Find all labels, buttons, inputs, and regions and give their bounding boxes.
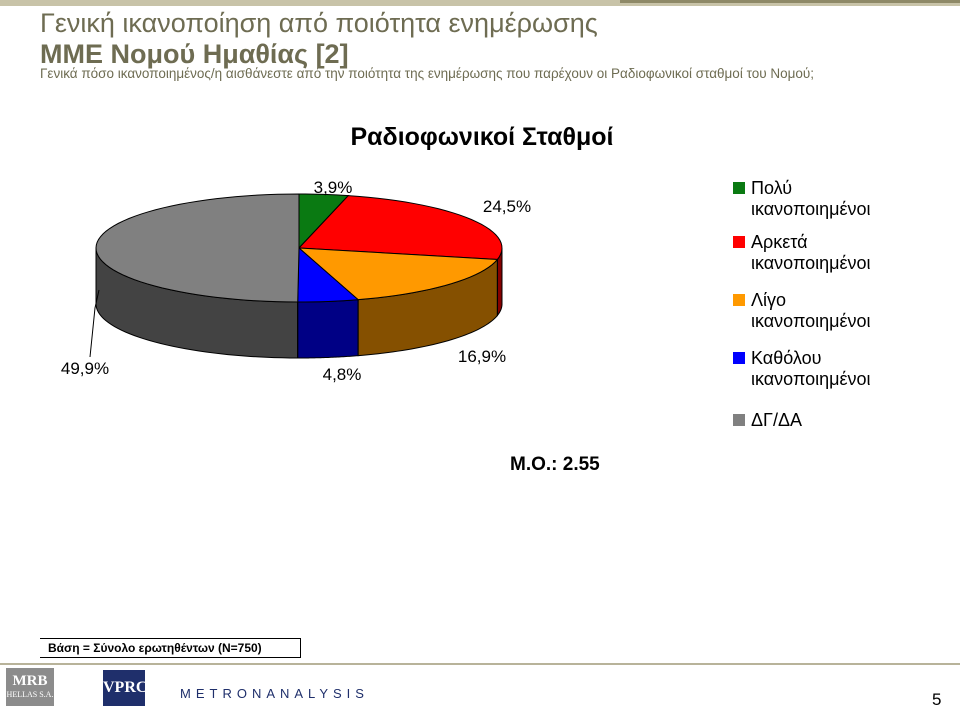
legend-label-2-line-2: ικανοποιημένοι — [751, 253, 871, 273]
legend-label-3-line-1: Λίγο — [751, 290, 787, 310]
bottom-rule — [0, 663, 960, 665]
page-title-line2: ΜΜΕ Νομού Ημαθίας [2] — [40, 39, 349, 69]
mean-value: Μ.Ο.: 2.55 — [510, 454, 600, 475]
top-rule-accent — [620, 0, 960, 3]
pie-labels: 3,9% 24,5% 16,9% 4,8% 49,9% — [61, 178, 531, 384]
legend-item-4: Καθόλου ικανοποιημένοι — [733, 348, 871, 390]
slice-label-2: 24,5% — [483, 197, 531, 216]
legend-item-5: ΔΓ/ΔΑ — [733, 410, 802, 431]
page-title: Γενική ικανοποίηση από ποιότητα ενημέρωσ… — [40, 8, 598, 70]
legend-swatch-1 — [733, 182, 745, 194]
legend-label-5-line-1: ΔΓ/ΔΑ — [751, 410, 802, 430]
base-note: Βάση = Σύνολο ερωτηθέντων (Ν=750) — [40, 638, 301, 658]
slice-label-1: 3,9% — [314, 178, 353, 197]
pie-slice-2 — [297, 195, 503, 260]
pie-chart: Ραδιοφωνικοί Σταθμοί 3,9% 24,5% 16,9% 4,8% 4… — [61, 123, 614, 384]
legend-item-3: Λίγο ικανοποιημένοι — [733, 290, 871, 332]
mrb-logo-text: MRB — [12, 673, 48, 689]
legend-label-4-line-1: Καθόλου — [751, 348, 822, 368]
page-title-line1: Γενική ικανοποίηση από ποιότητα ενημέρωσ… — [40, 8, 598, 38]
slice-leader-line — [89, 289, 100, 358]
top-rule — [0, 0, 960, 6]
chart-title: Ραδιοφωνικοί Σταθμοί — [351, 123, 614, 151]
vprc-logo: VPRC — [103, 670, 147, 706]
legend-label-1-line-2: ικανοποιημένοι — [751, 199, 871, 219]
legend-label-3-line-2: ικανοποιημένοι — [751, 311, 871, 331]
pie-slice-5 — [95, 193, 300, 303]
pie-tops — [95, 193, 503, 303]
legend-label-1-line-1: Πολύ — [751, 178, 793, 198]
pie-side-4 — [297, 299, 359, 359]
slice-label-3: 16,9% — [458, 347, 506, 366]
mrb-logo: MRB HELLAS S.A. — [6, 668, 54, 706]
page-number: 5 — [932, 690, 942, 709]
legend-item-2: Αρκετά ικανοποιημένοι — [733, 232, 871, 274]
legend-label-2-line-1: Αρκετά — [751, 232, 808, 252]
slice-label-5: 49,9% — [61, 359, 109, 378]
pie-slice-3 — [297, 247, 499, 301]
question-text: Γενικά πόσο ικανοποιημένος/η αισθάνεστε … — [40, 66, 815, 81]
mrb-logo-subtext: HELLAS S.A. — [6, 690, 54, 699]
legend-label-4-line-2: ικανοποιημένοι — [751, 369, 871, 389]
legend-item-1: Πολύ ικανοποιημένοι — [733, 178, 871, 220]
metron-analysis-logo: METRONANALYSIS — [180, 686, 369, 701]
legend-swatch-3 — [733, 294, 745, 306]
slice-label-4: 4,8% — [323, 365, 362, 384]
legend-swatch-4 — [733, 352, 745, 364]
legend-swatch-5 — [733, 414, 745, 426]
pie-slice-4 — [297, 246, 360, 303]
legend-swatch-2 — [733, 236, 745, 248]
